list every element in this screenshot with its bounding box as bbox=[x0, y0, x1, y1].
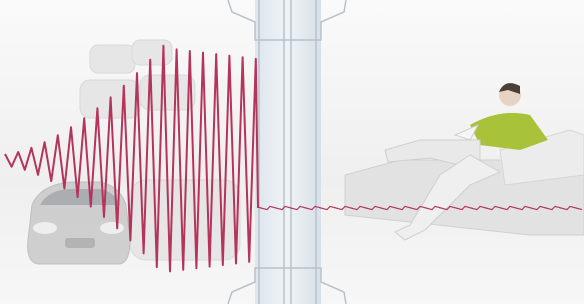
illustration bbox=[0, 0, 584, 304]
headlight bbox=[100, 222, 124, 234]
page: (() => { // decorative shapes only: no d… bbox=[0, 0, 584, 304]
headlight bbox=[33, 222, 57, 234]
car-far bbox=[132, 40, 172, 65]
grille bbox=[65, 238, 95, 248]
car-far bbox=[90, 45, 135, 73]
window-glass bbox=[255, 0, 321, 304]
